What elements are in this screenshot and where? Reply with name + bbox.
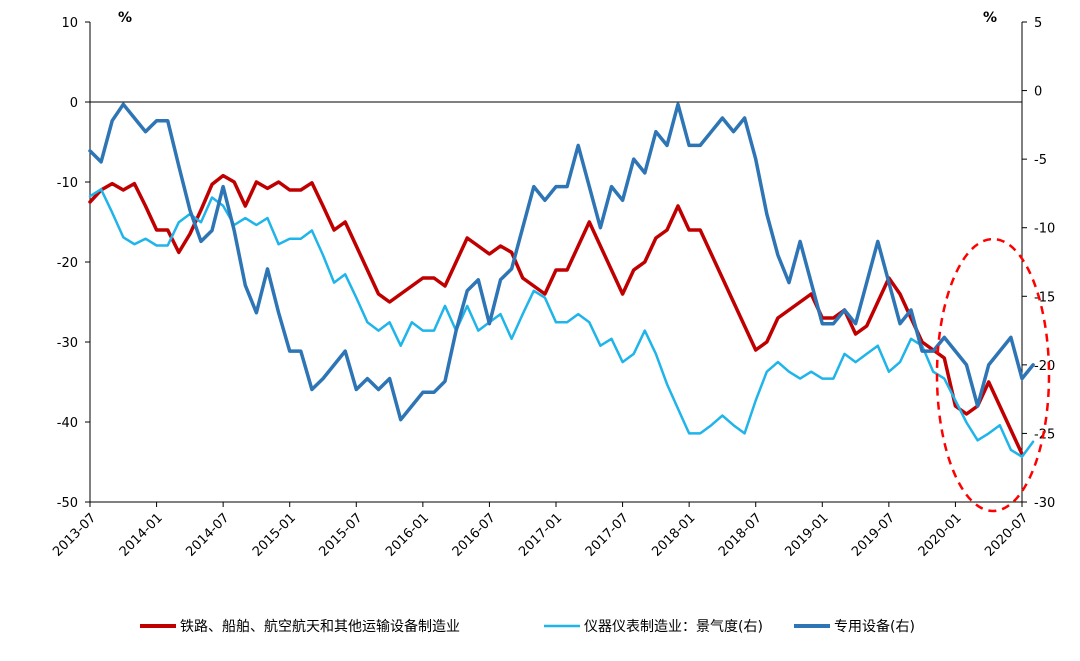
- x-tick-label: 2013-07: [50, 511, 99, 560]
- left-axis-unit: %: [118, 10, 132, 26]
- x-tick-label: 2018-07: [716, 511, 765, 560]
- x-tick-label: 2019-01: [783, 511, 832, 560]
- right-tick-label: 5: [1034, 16, 1042, 31]
- left-tick-label: -10: [57, 176, 78, 191]
- left-tick-label: -40: [57, 416, 78, 431]
- highlight-ellipse: [935, 237, 1051, 513]
- x-tick-label: 2016-07: [450, 511, 499, 560]
- legend-label: 铁路、船舶、航空航天和其他运输设备制造业: [180, 618, 460, 635]
- x-tick-label: 2018-01: [649, 511, 698, 560]
- legend: 铁路、船舶、航空航天和其他运输设备制造业 仪器仪表制造业：景气度(右) 专用设备(右…: [140, 618, 915, 635]
- left-tick-label: -20: [57, 256, 78, 271]
- left-tick-label: 0: [70, 96, 78, 111]
- x-tick-label: 2015-07: [317, 511, 366, 560]
- right-tick-label: -5: [1034, 153, 1047, 168]
- left-tick-label: -30: [57, 336, 78, 351]
- right-tick-label: -15: [1034, 290, 1055, 305]
- x-tick-label: 2020-07: [982, 511, 1031, 560]
- series-line-3: [88, 102, 1035, 422]
- right-tick-label: 0: [1034, 85, 1042, 100]
- series-line-1: [88, 173, 1024, 456]
- x-tick-label: 2015-01: [250, 511, 299, 560]
- annotation-layer: [935, 237, 1051, 513]
- series-layer: [88, 102, 1035, 458]
- left-tick-label: 10: [61, 16, 78, 31]
- left-tick-label: -50: [57, 496, 78, 511]
- x-tick-label: 2020-01: [916, 511, 965, 560]
- right-tick-label: -25: [1034, 427, 1055, 442]
- x-tick-label: 2014-07: [183, 511, 232, 560]
- x-tick-label: 2017-07: [583, 511, 632, 560]
- x-tick-label: 2016-01: [383, 511, 432, 560]
- legend-label: 专用设备(右): [834, 618, 915, 635]
- x-tick-label: 2014-01: [117, 511, 166, 560]
- right-axis-unit: %: [983, 10, 997, 26]
- x-tick-label: 2017-01: [516, 511, 565, 560]
- axes-layer: 10 0 -10 -20 -30 -40 -50 5 0 -5 -10 -15 -20 -25 -30 201…: [50, 16, 1055, 560]
- x-tick-label: 2019-07: [849, 511, 898, 560]
- legend-label: 仪器仪表制造业：景气度(右): [584, 619, 763, 635]
- right-tick-label: -30: [1034, 496, 1055, 511]
- series-line-2: [88, 188, 1035, 458]
- right-tick-label: -10: [1034, 222, 1055, 237]
- right-tick-label: -20: [1034, 359, 1055, 374]
